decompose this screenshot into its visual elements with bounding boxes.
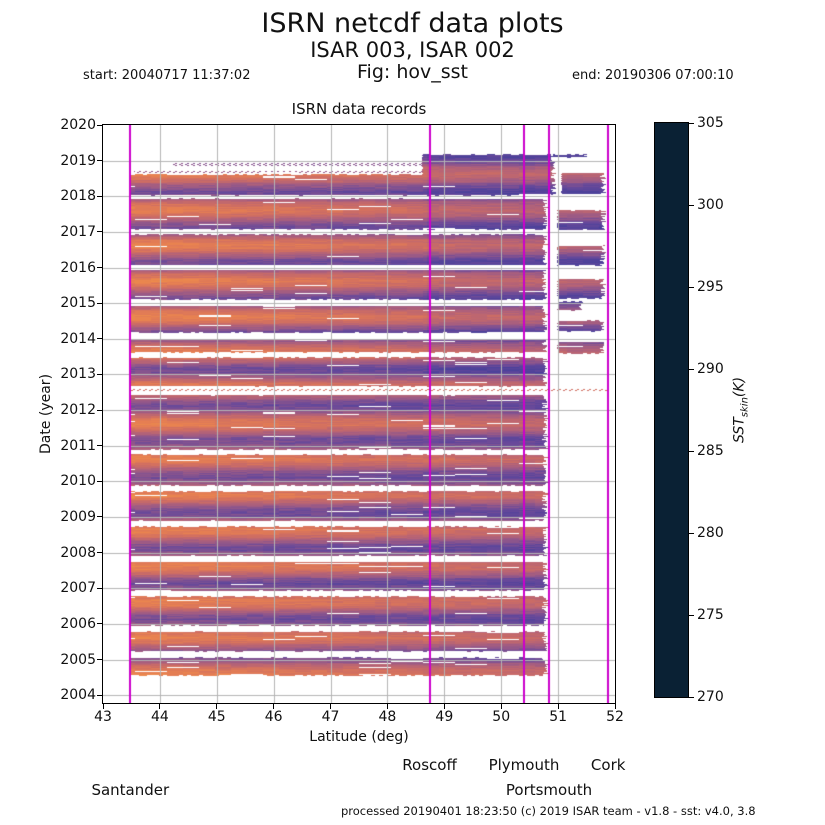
y-tick-mark [97,623,102,625]
colorbar-var: SST [731,417,748,444]
y-tick-label: 2006 [60,615,96,632]
y-tick-label: 2012 [60,402,96,419]
x-tick-label: 52 [606,709,624,725]
port-label-portsmouth: Portsmouth [505,781,593,799]
colorbar-tick-label: 275 [697,607,724,623]
colorbar-tick-mark [689,450,694,452]
colorbar-tick-mark [689,286,694,288]
colorbar-tick-mark [689,122,694,124]
y-tick-label: 2018 [60,188,96,205]
y-tick-mark [97,445,102,447]
x-tick-label: 50 [492,709,511,725]
y-tick-label: 2020 [60,117,96,133]
x-tick-mark [159,704,161,709]
y-tick-label: 2011 [60,437,96,454]
colorbar-tick-mark [689,204,694,206]
x-tick-mark [386,704,388,709]
y-tick-mark [97,409,102,411]
x-tick-label: 48 [378,709,397,725]
colorbar-tick-mark [689,614,694,616]
x-tick-label: 51 [549,709,568,725]
heatmap-canvas [103,125,615,703]
y-tick-mark [97,480,102,482]
y-tick-mark [97,552,102,554]
colorbar-tick-label: 290 [697,361,724,377]
x-axis-label: Latitude (deg) [309,729,409,745]
colorbar-unit: (K) [731,376,748,398]
colorbar-tick-label: 305 [697,115,724,131]
y-tick-label: 2009 [60,508,96,525]
axes-title: ISRN data records [291,100,427,118]
port-label-plymouth: Plymouth [488,756,560,774]
y-tick-mark [97,124,102,126]
x-tick-mark [273,704,275,709]
x-tick-label: 43 [94,709,112,725]
x-tick-mark [614,704,616,709]
x-tick-mark [216,704,218,709]
x-tick-mark [443,704,445,709]
colorbar [654,122,689,698]
y-tick-mark [97,302,102,304]
colorbar-tick-label: 270 [697,689,724,705]
subtitle: ISAR 003, ISAR 002 [310,38,515,62]
y-tick-label: 2015 [60,295,96,312]
y-tick-mark [97,516,102,518]
y-tick-mark [97,587,102,589]
y-tick-mark [97,694,102,696]
x-tick-label: 44 [150,709,169,725]
port-label-roscoff: Roscoff [402,756,457,774]
plot-area [102,124,616,704]
y-tick-mark [97,267,102,269]
start-timestamp: start: 20040717 11:37:02 [83,68,251,83]
colorbar-tick-mark [689,368,694,370]
y-tick-label: 2007 [60,580,96,597]
colorbar-tick-mark [689,696,694,698]
y-tick-mark [97,160,102,162]
y-tick-mark [97,338,102,340]
y-tick-label: 2008 [60,544,96,561]
y-tick-label: 2019 [60,152,96,169]
x-tick-mark [500,704,502,709]
colorbar-axis-label: SSTskin(K) [732,377,751,443]
x-tick-label: 46 [264,709,283,725]
colorbar-tick-mark [689,532,694,534]
y-tick-mark [97,659,102,661]
y-tick-label: 2016 [60,259,96,276]
x-tick-mark [330,704,332,709]
processing-credit: processed 20190401 18:23:50 (c) 2019 ISA… [341,804,756,818]
colorbar-tick-label: 285 [697,443,724,459]
x-tick-label: 47 [321,709,340,725]
x-tick-label: 49 [435,709,454,725]
y-tick-mark [97,373,102,375]
page-title: ISRN netcdf data plots [261,8,564,39]
end-timestamp: end: 20190306 07:00:10 [572,68,734,83]
fig-name-label: Fig: hov_sst [357,61,468,83]
colorbar-tick-label: 300 [697,197,724,213]
y-tick-label: 2010 [60,473,96,490]
y-tick-label: 2013 [60,366,96,383]
colorbar-tick-label: 280 [697,525,724,541]
y-tick-label: 2017 [60,223,96,240]
port-label-cork: Cork [590,756,626,774]
x-tick-mark [102,704,104,709]
x-tick-label: 45 [207,709,226,725]
y-tick-label: 2005 [60,651,96,668]
x-tick-mark [557,704,559,709]
y-tick-label: 2004 [60,687,96,704]
colorbar-gradient [655,123,688,697]
y-tick-mark [97,231,102,233]
colorbar-var-subscript: skin [739,397,751,418]
y-tick-label: 2014 [60,330,96,347]
colorbar-tick-label: 295 [697,279,724,295]
port-label-santander: Santander [91,781,170,799]
y-tick-mark [97,195,102,197]
